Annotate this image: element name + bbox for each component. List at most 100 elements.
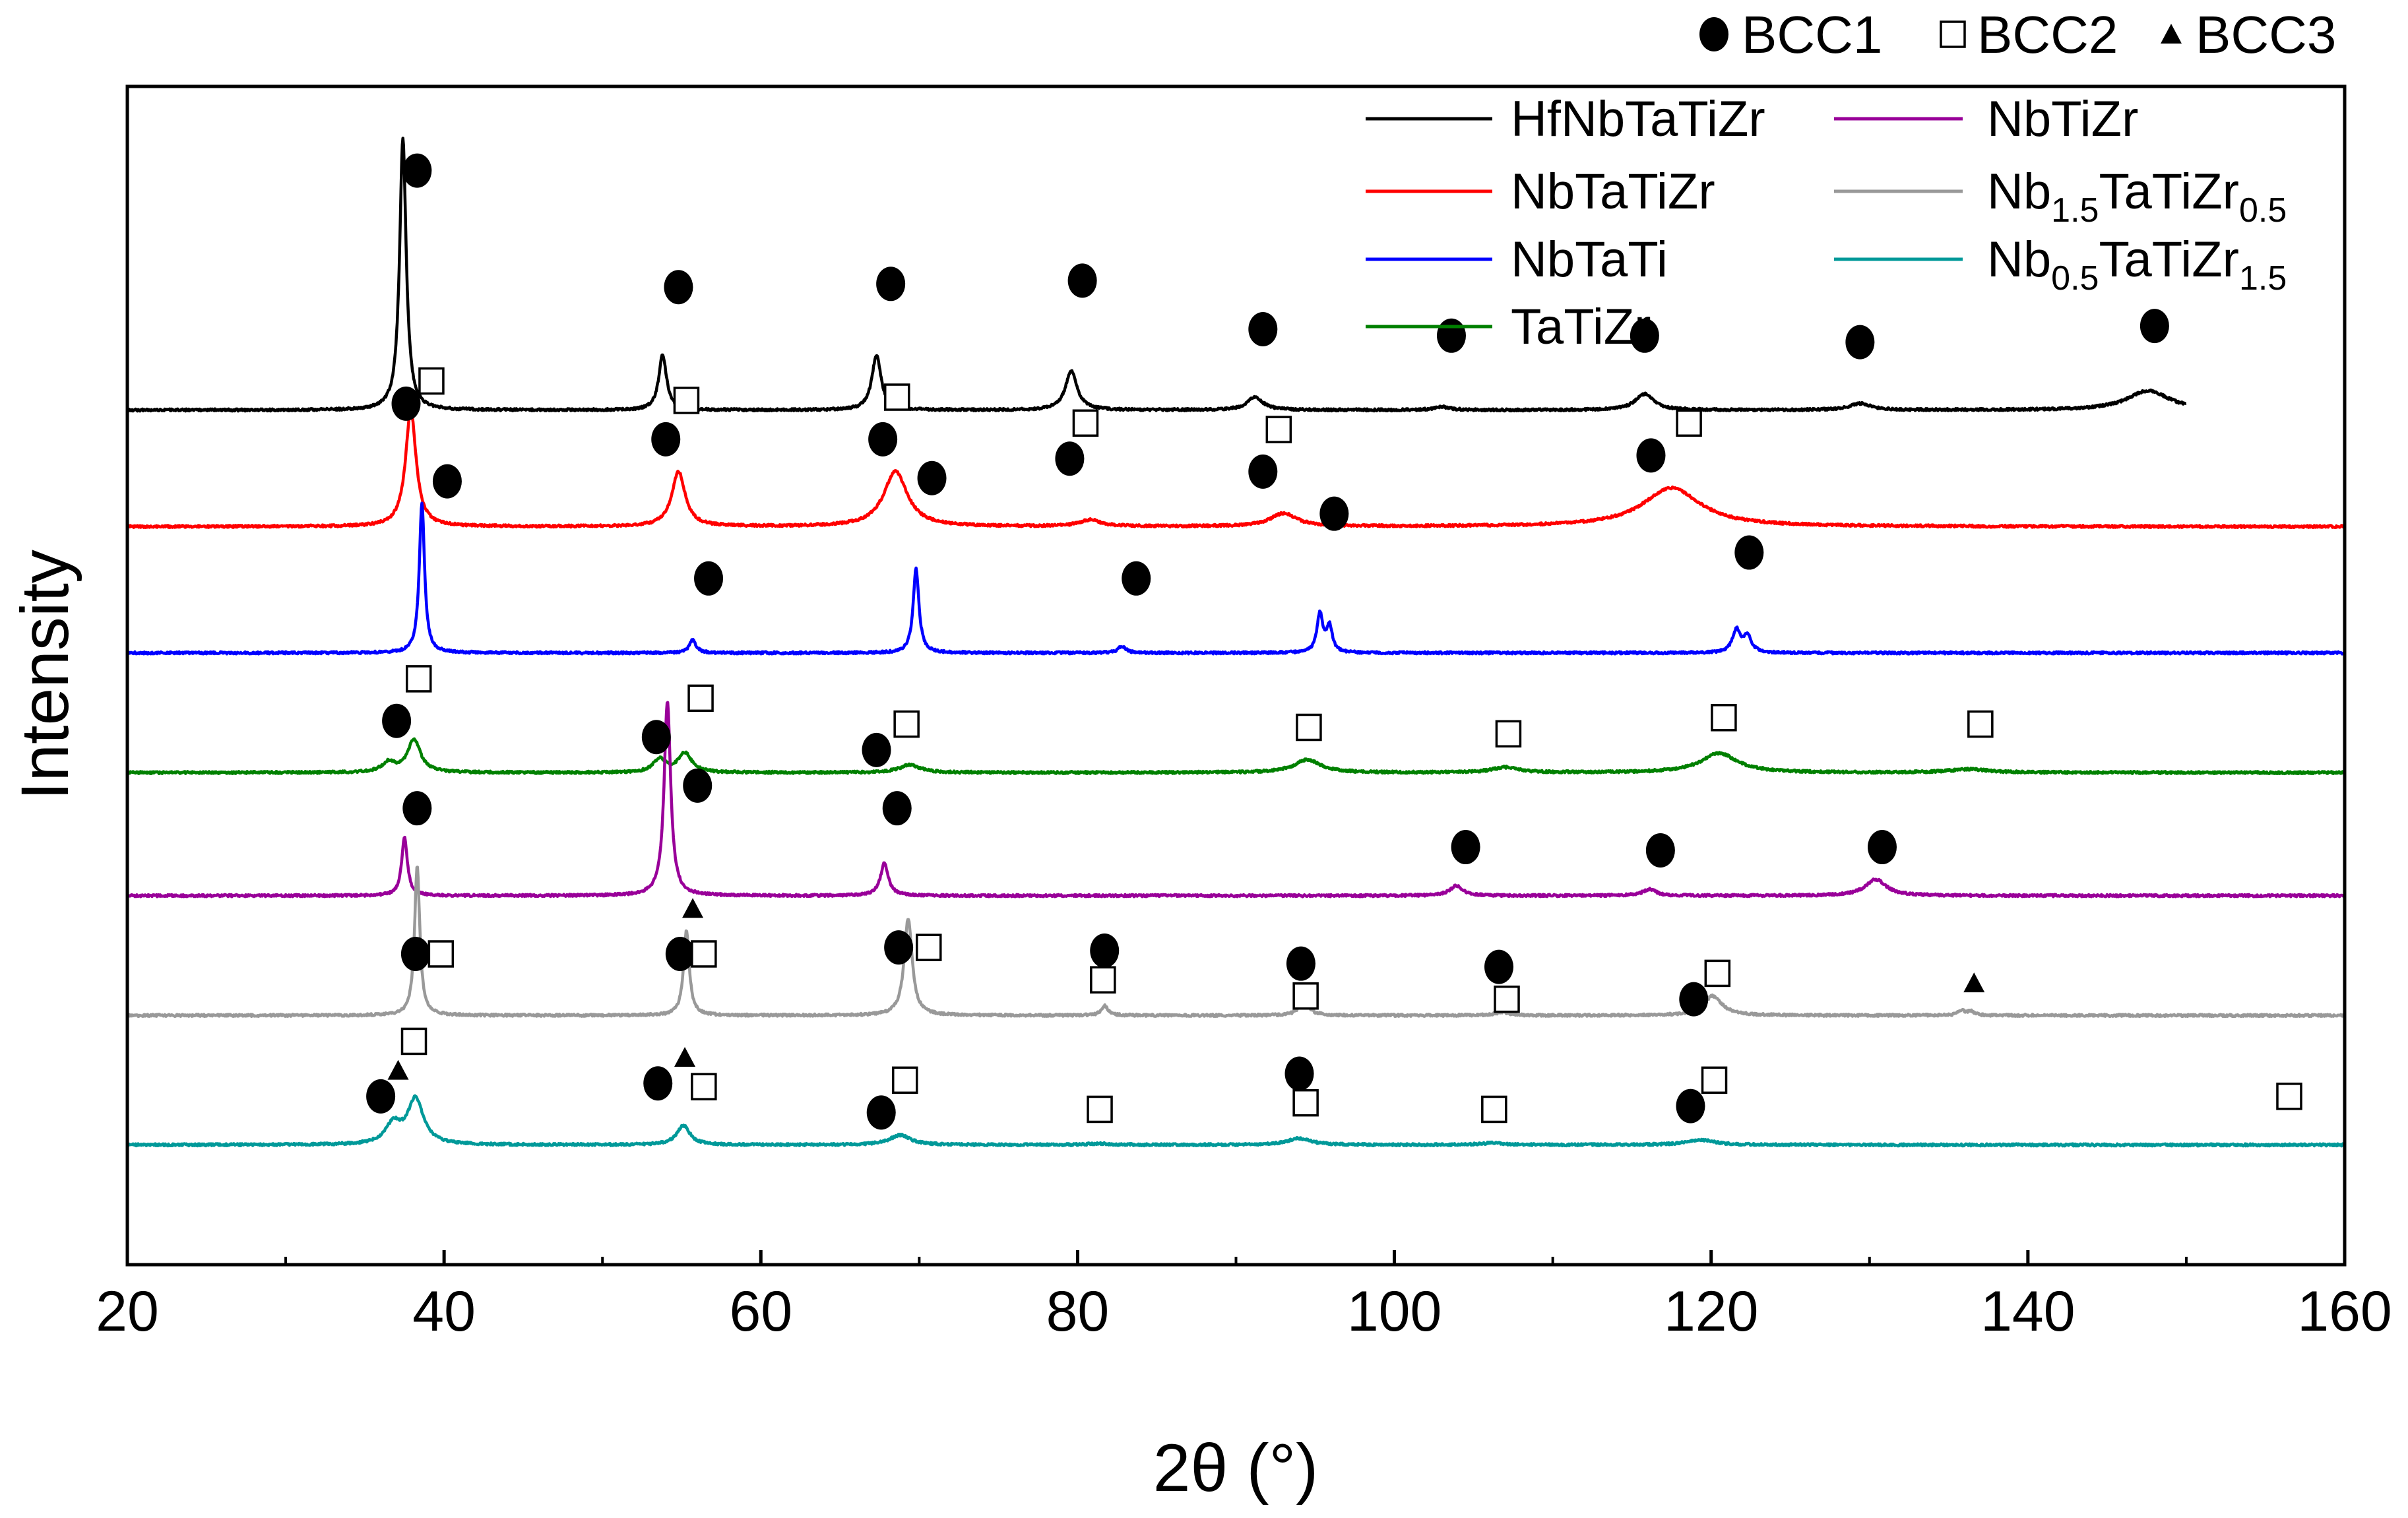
x-tick-label: 120 [1664, 1280, 1759, 1343]
bcc1-marker [1734, 535, 1764, 570]
bcc1-marker [1286, 946, 1315, 981]
bcc2-marker [1087, 1095, 1113, 1123]
bcc1-marker [1630, 318, 1659, 353]
legend-label: Nb0.5TaTiZr1.5 [1987, 232, 2287, 298]
bcc1-marker [1484, 949, 1514, 984]
x-tick-label: 60 [729, 1280, 792, 1343]
bcc2-marker [1481, 1095, 1507, 1123]
x-tick-label: 20 [96, 1280, 159, 1343]
bcc1-marker [694, 561, 724, 596]
bcc2-marker [1494, 985, 1520, 1013]
bcc1-marker [651, 422, 681, 457]
x-axis: 20 40 60 80 100 120 140 160 [96, 1250, 2392, 1343]
bcc1-marker [884, 930, 914, 965]
legend-label-part: Nb [1987, 232, 2051, 288]
legend-label: HfNbTaTiZr [1511, 91, 1765, 147]
bcc1-marker [1676, 1089, 1705, 1123]
bcc2-marker [1090, 966, 1116, 994]
bcc1-marker [1636, 438, 1666, 473]
bcc1-marker [1090, 933, 1120, 968]
bcc2-marker [1072, 409, 1099, 437]
bcc1-marker [876, 267, 906, 301]
bcc2-marker [1676, 409, 1702, 437]
bcc2-marker [1292, 1089, 1319, 1117]
legend-label-part: NbTaTiZr [1511, 164, 1715, 220]
bcc2-marker [1292, 982, 1319, 1010]
bcc2-marker [2276, 1083, 2302, 1110]
x-tick-label: 100 [1347, 1280, 1442, 1343]
x-tick-label: 80 [1046, 1280, 1110, 1343]
bcc2-marker [428, 940, 455, 968]
legend-label: NbTaTiZr [1511, 164, 1715, 220]
bcc1-marker [366, 1079, 396, 1114]
legend-label-part: HfNbTaTiZr [1511, 91, 1765, 147]
bcc3-marker [682, 898, 704, 918]
bcc2-marker [405, 665, 432, 693]
bcc2-marker [691, 940, 717, 968]
bcc3-legend-marker [2161, 24, 2182, 44]
bcc1-marker [868, 422, 898, 457]
bcc1-marker [664, 270, 693, 305]
bcc1-marker [665, 936, 695, 971]
bcc1-marker [402, 791, 432, 826]
bcc2-marker [400, 1027, 428, 1056]
bcc1-marker [402, 153, 432, 188]
bcc1-marker [917, 460, 947, 495]
bcc1-marker [882, 791, 912, 826]
x-tick-label: 40 [412, 1280, 476, 1343]
bcc1-marker [866, 1095, 896, 1130]
bcc1-marker [1436, 318, 1466, 353]
bcc3-marker [1963, 972, 1985, 993]
legend-label: TaTiZr [1511, 299, 1651, 355]
series-line-7 [126, 1094, 2347, 1148]
legend-label-part: 1.5 [2051, 191, 2099, 230]
bcc1-marker [1284, 1056, 1314, 1091]
series-line-3 [125, 501, 2347, 656]
bcc1-marker [1645, 833, 1675, 868]
legend-label-part: NbTiZr [1987, 91, 2138, 147]
legend-label-part: Nb [1987, 164, 2051, 220]
x-tick-label: 140 [1980, 1280, 2075, 1343]
bcc1-marker [683, 768, 713, 803]
bcc1-marker [382, 703, 412, 738]
bcc2-marker [1265, 416, 1292, 443]
bcc1-marker [1067, 263, 1097, 298]
bcc1-marker [1319, 496, 1349, 531]
bcc1-marker [1248, 454, 1278, 489]
legend-label: NbTiZr [1987, 91, 2138, 147]
phase-legend: BCC1 BCC2 BCC3 [1699, 5, 2336, 64]
series-layer [125, 137, 2347, 1148]
bcc1-marker [1451, 830, 1480, 865]
x-tick-label: 160 [2297, 1280, 2392, 1343]
bcc1-marker [391, 386, 421, 421]
legend-label-part: 0.5 [2239, 191, 2287, 230]
series-line-5 [126, 701, 2347, 899]
legend-label: Nb1.5TaTiZr0.5 [1987, 164, 2287, 230]
bcc2-legend-marker [1940, 20, 1966, 48]
bcc2-marker [893, 710, 920, 738]
bcc2-marker [1495, 720, 1522, 748]
legend-label-part: TaTiZr [2099, 232, 2239, 288]
series-line-4 [126, 737, 2346, 776]
bcc2-marker [687, 684, 714, 712]
bcc1-marker [2139, 309, 2169, 344]
bcc1-marker [1845, 325, 1875, 360]
bcc1-marker [1248, 311, 1278, 346]
bcc2-marker [1711, 704, 1737, 732]
bcc2-marker [1704, 959, 1731, 988]
legend-label-part: TaTiZr [1511, 299, 1651, 355]
bcc2-marker [1967, 710, 1994, 738]
legend-label-part: 1.5 [2239, 259, 2287, 298]
legend-label-part: 0.5 [2051, 259, 2099, 298]
bcc1-marker [400, 936, 430, 971]
bcc2-marker [892, 1066, 918, 1094]
series-legend: HfNbTaTiZrNbTaTiZrNbTaTiTaTiZrNbTiZrNb1.… [1366, 91, 2287, 355]
y-axis-title: Intensity [7, 550, 82, 800]
series-line-6 [125, 866, 2346, 1019]
bcc2-marker [691, 1073, 717, 1100]
bcc1-marker [1867, 830, 1897, 865]
phase-legend-label: BCC1 [1742, 5, 1882, 64]
bcc1-marker [643, 1066, 673, 1101]
phase-legend-label: BCC3 [2196, 5, 2336, 64]
